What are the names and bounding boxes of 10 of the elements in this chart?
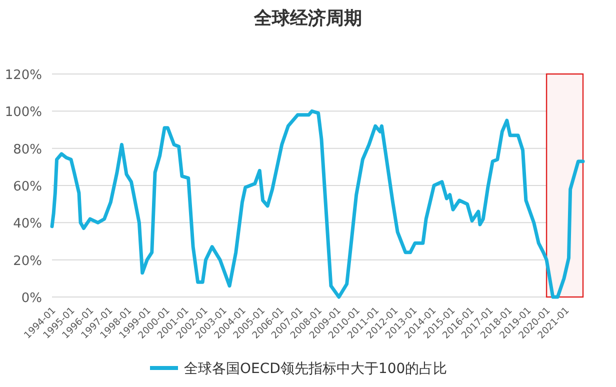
legend-item: 全球各国OECD领先指标中大于100的占比 bbox=[150, 361, 448, 377]
y-tick-label: 120% bbox=[4, 68, 42, 83]
y-tick-label: 40% bbox=[13, 216, 42, 232]
y-tick-label: 100% bbox=[4, 105, 42, 120]
y-tick-label: 80% bbox=[13, 142, 42, 158]
y-tick-label: 60% bbox=[13, 180, 42, 194]
y-tick-label: 20% bbox=[13, 254, 42, 269]
y-tick-label: 0% bbox=[21, 291, 42, 306]
line-series bbox=[50, 109, 585, 299]
chart-title: 全球经济周期 bbox=[253, 8, 362, 29]
